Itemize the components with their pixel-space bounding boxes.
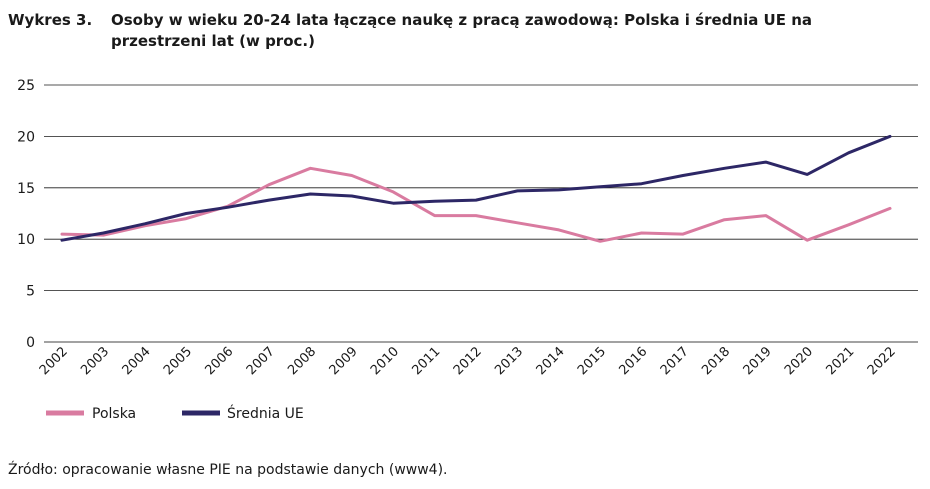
x-tick-label: 2002 bbox=[37, 344, 71, 378]
chart-title-text: Osoby w wieku 20-24 lata łączące naukę z… bbox=[111, 11, 813, 50]
x-tick-label: 2003 bbox=[78, 344, 112, 378]
x-tick-label: 2015 bbox=[575, 344, 609, 378]
x-tick-label: 2017 bbox=[658, 344, 692, 378]
x-tick-label: 2012 bbox=[451, 344, 485, 378]
x-tick-label: 2018 bbox=[699, 344, 733, 378]
x-tick-label: 2008 bbox=[285, 344, 319, 378]
y-tick-label: 20 bbox=[17, 129, 35, 145]
x-tick-label: 2022 bbox=[865, 344, 899, 378]
legend-label: Średnia UE bbox=[227, 404, 304, 422]
x-tick-label: 2014 bbox=[534, 344, 568, 378]
y-tick-label: 15 bbox=[17, 181, 35, 197]
x-tick-label: 2004 bbox=[120, 344, 154, 378]
y-tick-label: 5 bbox=[26, 284, 35, 300]
x-tick-label: 2021 bbox=[823, 344, 857, 378]
x-tick-label: 2006 bbox=[202, 344, 236, 378]
x-tick-label: 2010 bbox=[368, 344, 402, 378]
chart-title-number: Wykres 3. bbox=[8, 11, 93, 29]
series-line-polska bbox=[60, 166, 892, 243]
x-tick-label: 2011 bbox=[409, 344, 443, 378]
x-tick-label: 2013 bbox=[492, 344, 526, 378]
y-tick-label: 10 bbox=[17, 232, 35, 248]
legend-label: Polska bbox=[92, 406, 136, 422]
x-tick-label: 2019 bbox=[741, 344, 775, 378]
y-tick-label: 25 bbox=[17, 78, 35, 94]
x-tick-label: 2020 bbox=[782, 344, 816, 378]
x-tick-label: 2016 bbox=[616, 344, 650, 378]
x-tick-label: 2009 bbox=[327, 344, 361, 378]
source-note: Źródło: opracowanie własne PIE na podsta… bbox=[8, 462, 448, 478]
x-tick-label: 2005 bbox=[161, 344, 195, 378]
x-tick-label: 2007 bbox=[244, 344, 278, 378]
series-line-srednia-ue bbox=[60, 134, 892, 242]
y-tick-label: 0 bbox=[26, 335, 35, 351]
